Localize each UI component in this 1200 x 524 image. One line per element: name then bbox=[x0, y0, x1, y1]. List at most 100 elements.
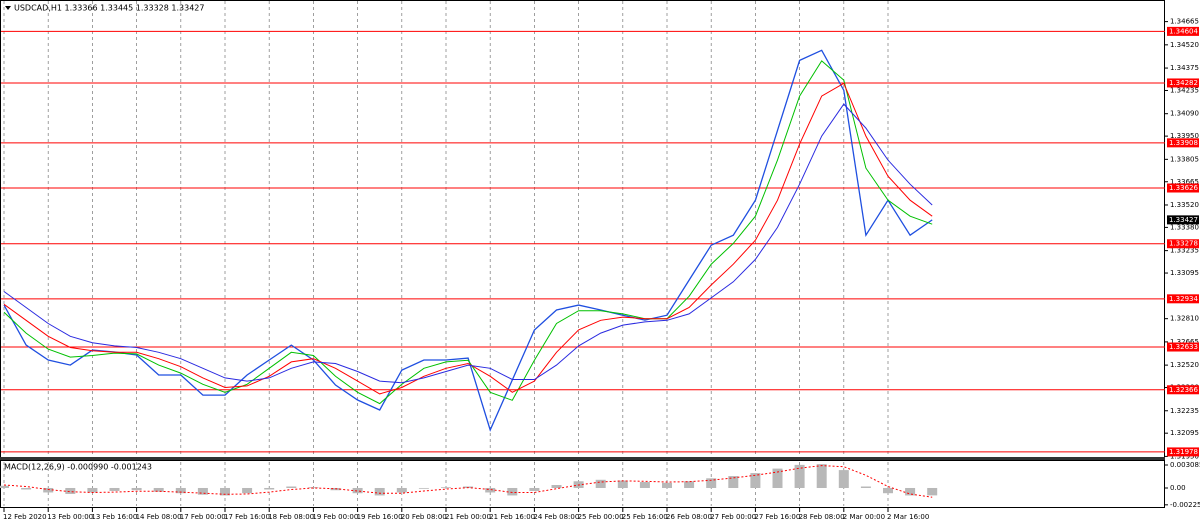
x-tick-label: 2 Mar 16:00 bbox=[887, 513, 929, 521]
x-tick-label: 27 Feb 00:00 bbox=[710, 513, 756, 521]
macd-bar bbox=[197, 487, 208, 495]
y-tick-label: 1.33095 bbox=[1170, 269, 1199, 277]
macd-bar bbox=[264, 487, 275, 490]
menu-arrow[interactable] bbox=[5, 6, 11, 10]
macd-bar bbox=[617, 480, 628, 488]
macd-bar bbox=[43, 487, 54, 493]
macd-bar bbox=[507, 487, 518, 496]
macd-bar bbox=[772, 468, 783, 488]
level-label: 1.33278 bbox=[1169, 240, 1198, 248]
level-tag bbox=[1167, 78, 1199, 88]
macd-bar bbox=[750, 473, 761, 488]
macd-bar bbox=[883, 487, 893, 494]
y-tick-label: 1.32520 bbox=[1170, 361, 1199, 369]
y-tick-label: 1.33950 bbox=[1170, 132, 1199, 140]
macd-bar bbox=[396, 487, 407, 493]
y-tick-label: 1.34520 bbox=[1170, 41, 1199, 49]
x-tick-label: 14 Feb 08:00 bbox=[136, 513, 182, 521]
macd-bar bbox=[905, 487, 916, 496]
x-tick-label: 18 Feb 08:00 bbox=[268, 513, 314, 521]
macd-bar bbox=[21, 487, 32, 490]
level-tag bbox=[1167, 239, 1199, 249]
macd-bar bbox=[441, 487, 451, 488]
level-tag bbox=[1167, 183, 1199, 193]
y-tick-label: 1.33805 bbox=[1170, 155, 1199, 163]
macd-bar bbox=[352, 487, 363, 494]
x-tick-label: 13 Feb 16:00 bbox=[91, 513, 137, 521]
chart-title: USDCAD,H1 1.33366 1.33445 1.33328 1.3342… bbox=[14, 4, 204, 13]
macd-bar bbox=[65, 487, 76, 494]
macd-bar bbox=[639, 482, 650, 488]
moving-average bbox=[3, 82, 933, 395]
macd-bar bbox=[684, 481, 695, 488]
level-tag bbox=[1167, 385, 1199, 395]
price-line bbox=[3, 49, 933, 432]
level-label: 1.34282 bbox=[1169, 79, 1198, 87]
macd-bar bbox=[662, 482, 672, 488]
x-tick-label: 13 Feb 00:00 bbox=[47, 513, 93, 521]
y-tick-label: 1.34665 bbox=[1170, 18, 1199, 26]
macd-bar bbox=[860, 486, 871, 488]
level-label: 1.32633 bbox=[1169, 343, 1198, 351]
macd-bar bbox=[220, 487, 230, 496]
y-tick-label: 1.32810 bbox=[1170, 315, 1199, 323]
level-label: 1.31978 bbox=[1169, 448, 1198, 456]
macd-bar bbox=[728, 476, 739, 488]
current-price-label: 1.33427 bbox=[1169, 216, 1198, 224]
y-tick-label: 1.33380 bbox=[1170, 223, 1199, 231]
macd-bar bbox=[308, 487, 319, 488]
x-tick-label: 25 Feb 16:00 bbox=[622, 513, 668, 521]
x-tick-label: 24 Feb 08:00 bbox=[533, 513, 579, 521]
y-tick-label: 0.003085 bbox=[1170, 461, 1200, 469]
level-label: 1.33626 bbox=[1169, 184, 1198, 192]
level-tag bbox=[1167, 447, 1199, 457]
x-tick-label: 25 Feb 00:00 bbox=[578, 513, 624, 521]
moving-average bbox=[3, 103, 933, 384]
macd-bar bbox=[0, 485, 9, 488]
level-label: 1.34604 bbox=[1169, 27, 1198, 35]
x-tick-label: 28 Feb 08:00 bbox=[799, 513, 845, 521]
y-tick-label: 1.32235 bbox=[1170, 407, 1199, 415]
macd-bar bbox=[706, 478, 717, 488]
macd-bar bbox=[286, 486, 297, 488]
macd-bar bbox=[109, 487, 120, 491]
level-tag bbox=[1167, 26, 1199, 36]
macd-bar bbox=[927, 487, 938, 496]
macd-bar bbox=[242, 487, 253, 494]
macd-bar bbox=[838, 470, 849, 488]
macd-bar bbox=[816, 464, 827, 488]
y-tick-label: 1.33235 bbox=[1170, 247, 1199, 255]
y-tick-label: -0.002259 bbox=[1170, 501, 1200, 509]
y-tick-label: 0.00 bbox=[1170, 484, 1186, 492]
x-tick-label: 19 Feb 00:00 bbox=[312, 513, 358, 521]
level-tag bbox=[1167, 138, 1199, 148]
x-tick-label: 26 Feb 08:00 bbox=[666, 513, 712, 521]
level-tag bbox=[1167, 294, 1199, 304]
x-tick-label: 17 Feb 00:00 bbox=[180, 513, 226, 521]
x-tick-label: 19 Feb 16:00 bbox=[357, 513, 403, 521]
y-tick-label: 1.34090 bbox=[1170, 110, 1199, 118]
y-tick-label: 1.33665 bbox=[1170, 178, 1199, 186]
macd-bar bbox=[87, 487, 98, 493]
macd-bar bbox=[529, 487, 540, 491]
y-tick-label: 1.34235 bbox=[1170, 86, 1199, 94]
x-tick-label: 17 Feb 16:00 bbox=[224, 513, 270, 521]
y-tick-label: 1.32095 bbox=[1170, 429, 1199, 437]
y-tick-label: 1.32665 bbox=[1170, 338, 1199, 346]
x-tick-label: 21 Feb 16:00 bbox=[489, 513, 535, 521]
x-tick-label: 21 Feb 00:00 bbox=[445, 513, 491, 521]
x-tick-label: 20 Feb 08:00 bbox=[401, 513, 447, 521]
current-price-tag bbox=[1167, 215, 1199, 225]
macd-bar bbox=[595, 479, 606, 488]
y-tick-label: 1.34375 bbox=[1170, 64, 1199, 72]
moving-average bbox=[3, 60, 933, 405]
macd-bar bbox=[485, 487, 496, 493]
macd-frame bbox=[0, 460, 1165, 508]
macd-title: MACD(12,26,9) -0.000990 -0.001243 bbox=[4, 463, 152, 472]
level-label: 1.32934 bbox=[1169, 295, 1198, 303]
level-tag bbox=[1167, 342, 1199, 352]
y-tick-label: 1.33520 bbox=[1170, 201, 1199, 209]
x-tick-label: 12 Feb 2020 bbox=[3, 513, 47, 521]
